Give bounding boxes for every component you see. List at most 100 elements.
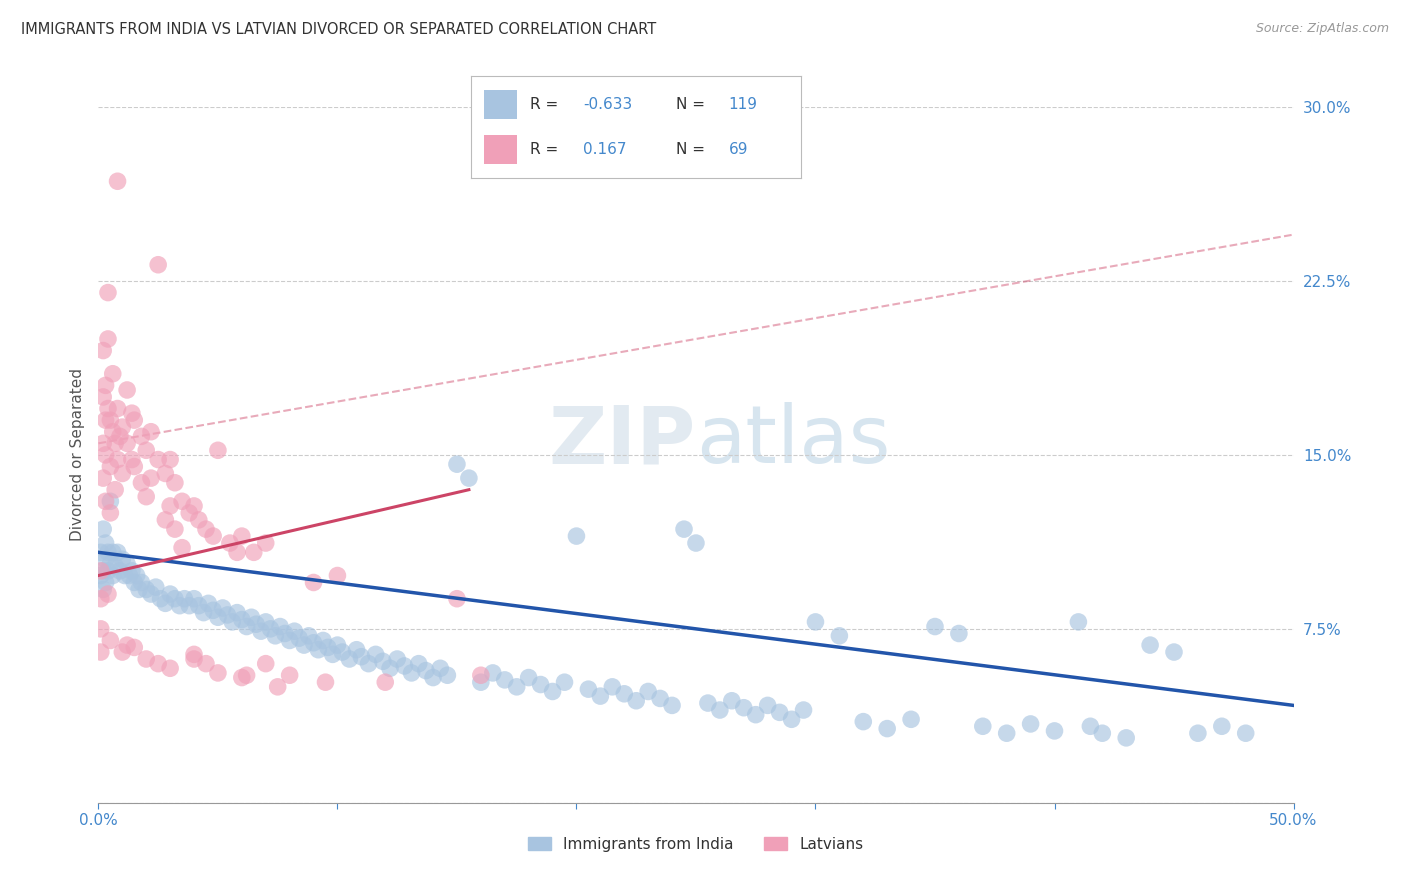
Text: 0.167: 0.167 — [583, 142, 627, 157]
FancyBboxPatch shape — [484, 90, 517, 119]
Point — [1187, 726, 1209, 740]
Point — [94, 378, 117, 392]
Point — [1211, 719, 1233, 733]
FancyBboxPatch shape — [484, 136, 517, 164]
Point — [470, 668, 492, 682]
Point — [155, 467, 177, 481]
Point — [97, 564, 120, 578]
Point — [179, 599, 201, 613]
Point — [108, 429, 131, 443]
Point — [159, 587, 181, 601]
Point — [626, 694, 648, 708]
Point — [226, 606, 249, 620]
Point — [207, 610, 229, 624]
Point — [91, 471, 114, 485]
Point — [322, 648, 344, 662]
Point — [90, 591, 112, 606]
Point — [195, 522, 218, 536]
Point — [436, 668, 458, 682]
Point — [104, 436, 127, 450]
Point — [107, 174, 129, 188]
Point — [97, 285, 120, 300]
Point — [1091, 726, 1114, 740]
Point — [193, 606, 215, 620]
Point — [283, 624, 305, 639]
Point — [94, 536, 117, 550]
Point — [111, 420, 134, 434]
Point — [346, 642, 368, 657]
Point — [231, 671, 253, 685]
Point — [231, 613, 253, 627]
Point — [163, 591, 186, 606]
Point — [226, 545, 249, 559]
Point — [124, 413, 146, 427]
Point — [235, 668, 257, 682]
Point — [148, 452, 170, 467]
Point — [155, 513, 177, 527]
Point — [250, 624, 273, 639]
Point — [274, 626, 297, 640]
Point — [470, 675, 492, 690]
Point — [637, 684, 659, 698]
Point — [128, 582, 150, 597]
Point — [173, 591, 195, 606]
Point — [259, 622, 281, 636]
Point — [101, 425, 124, 439]
Point — [254, 657, 277, 671]
Point — [98, 459, 122, 474]
Point — [202, 529, 225, 543]
Point — [697, 696, 720, 710]
Point — [131, 429, 153, 443]
Point — [330, 645, 353, 659]
Text: atlas: atlas — [696, 402, 890, 480]
Point — [108, 564, 131, 578]
Point — [745, 707, 768, 722]
Point — [124, 575, 146, 590]
Point — [94, 575, 117, 590]
Point — [197, 596, 219, 610]
Point — [1234, 726, 1257, 740]
Point — [530, 677, 553, 691]
Point — [1163, 645, 1185, 659]
Point — [793, 703, 815, 717]
Point — [111, 552, 134, 566]
Point — [315, 675, 337, 690]
Point — [90, 564, 112, 578]
Point — [115, 436, 138, 450]
Point — [292, 638, 315, 652]
Point — [104, 483, 127, 497]
Point — [135, 443, 157, 458]
Point — [124, 640, 146, 655]
Point — [852, 714, 875, 729]
Point — [179, 506, 201, 520]
Point — [98, 557, 122, 571]
Point — [94, 448, 117, 462]
Point — [1043, 723, 1066, 738]
Point — [446, 591, 468, 606]
Point — [91, 582, 114, 597]
Point — [163, 475, 186, 490]
Point — [115, 557, 138, 571]
Point — [350, 649, 373, 664]
Point — [506, 680, 529, 694]
Point — [131, 475, 153, 490]
Point — [139, 587, 162, 601]
Point — [135, 490, 157, 504]
Point — [235, 619, 257, 633]
Point — [1139, 638, 1161, 652]
Text: N =: N = — [676, 97, 704, 112]
Point — [121, 452, 143, 467]
Point — [408, 657, 430, 671]
Point — [661, 698, 683, 713]
Point — [97, 587, 120, 601]
Text: N =: N = — [676, 142, 704, 157]
Point — [91, 436, 114, 450]
Point — [613, 687, 636, 701]
Point — [217, 607, 239, 622]
Point — [804, 615, 827, 629]
Point — [876, 722, 898, 736]
Point — [254, 615, 277, 629]
Point — [139, 471, 162, 485]
Point — [298, 629, 321, 643]
Point — [371, 654, 394, 668]
